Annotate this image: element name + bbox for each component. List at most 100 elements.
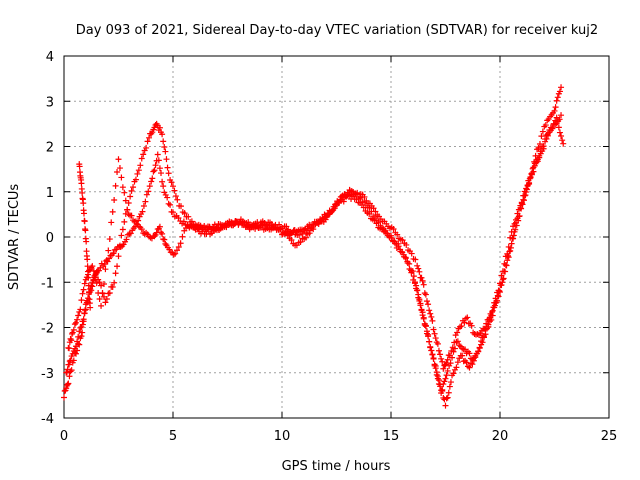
data-point (140, 202, 147, 209)
data-point (458, 323, 465, 330)
data-point (543, 135, 550, 142)
data-point (420, 315, 427, 322)
data-point (118, 174, 125, 181)
data-point (475, 348, 482, 355)
data-point (425, 301, 432, 308)
data-point (115, 253, 122, 260)
data-point (276, 221, 283, 228)
data-point (406, 265, 413, 272)
data-point (556, 88, 563, 95)
y-tick-label: -4 (41, 412, 54, 427)
data-point (528, 170, 535, 177)
data-point (124, 206, 131, 213)
data-point (530, 164, 537, 171)
data-point (63, 369, 70, 376)
data-point (185, 213, 192, 220)
data-point (66, 345, 73, 352)
data-point (96, 279, 103, 286)
data-point (447, 360, 454, 367)
y-tick-label: 4 (46, 50, 54, 65)
data-point (368, 208, 375, 215)
data-point (159, 131, 166, 138)
data-point (111, 279, 118, 286)
data-point (61, 394, 67, 401)
data-point (83, 238, 90, 245)
data-point (464, 314, 471, 321)
data-point (64, 381, 71, 388)
data-point (175, 244, 182, 251)
data-point (66, 358, 73, 365)
data-point (114, 169, 121, 176)
data-point (419, 277, 426, 284)
y-tick-label: 2 (46, 141, 54, 156)
data-point (104, 258, 111, 265)
data-point (438, 390, 445, 397)
data-point (310, 226, 317, 233)
data-point (544, 132, 551, 139)
data-point (402, 255, 409, 262)
data-point (67, 357, 74, 364)
data-point (353, 191, 360, 198)
data-point (445, 389, 452, 396)
data-point (76, 341, 83, 348)
data-point (64, 366, 71, 373)
data-point (523, 189, 530, 196)
data-point (81, 280, 88, 287)
data-point (167, 201, 174, 208)
data-point (165, 200, 172, 207)
data-point (156, 165, 163, 172)
data-point (149, 129, 156, 136)
data-point (399, 237, 406, 244)
data-point (440, 365, 447, 372)
data-point (82, 227, 89, 234)
data-point (241, 219, 248, 226)
data-point (76, 328, 83, 335)
data-point (443, 395, 450, 402)
data-point (119, 226, 126, 233)
data-point (109, 208, 116, 215)
data-point (110, 250, 117, 257)
data-point (485, 323, 492, 330)
data-point (315, 221, 322, 228)
data-point (75, 312, 82, 319)
data-point (450, 370, 457, 377)
data-point (522, 192, 529, 199)
data-point (81, 310, 88, 317)
data-point (427, 344, 434, 351)
data-point (428, 313, 435, 320)
x-tick-label: 25 (601, 429, 618, 444)
data-point (518, 205, 525, 212)
data-point (517, 204, 524, 211)
data-point (434, 373, 441, 380)
data-point (160, 138, 167, 145)
data-point (423, 298, 430, 305)
data-point (466, 350, 473, 357)
series-layer (61, 84, 567, 409)
data-point (534, 156, 541, 163)
data-point (549, 125, 556, 132)
data-point (449, 354, 456, 361)
data-point (93, 280, 100, 287)
data-point (518, 200, 525, 207)
data-point (159, 178, 166, 185)
data-point (67, 335, 74, 342)
data-point (93, 268, 100, 275)
data-point (430, 355, 437, 362)
data-point (447, 379, 454, 386)
data-point (127, 230, 134, 237)
data-point (461, 319, 468, 326)
data-point (152, 162, 159, 169)
data-series-trace-a (61, 114, 567, 409)
data-point (158, 170, 165, 177)
data-point (130, 184, 137, 191)
data-point (346, 186, 353, 193)
data-point (74, 338, 81, 345)
data-point (558, 132, 565, 139)
data-point (143, 191, 150, 198)
data-point (66, 361, 73, 368)
data-point (489, 312, 496, 319)
data-point (66, 373, 73, 380)
data-point (511, 228, 518, 235)
data-point (80, 210, 87, 217)
data-point (296, 232, 303, 239)
